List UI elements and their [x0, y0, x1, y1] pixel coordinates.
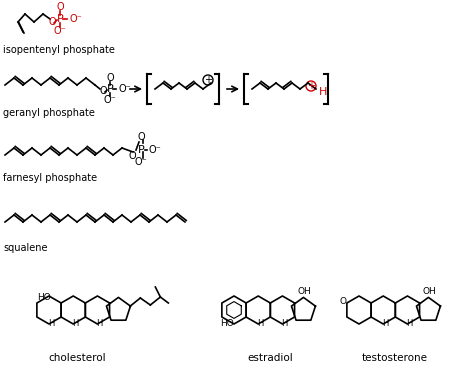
Text: H: H — [406, 319, 413, 328]
Text: O⁻: O⁻ — [54, 26, 66, 36]
Text: H: H — [281, 319, 288, 328]
Text: estradiol: estradiol — [247, 353, 293, 363]
Text: H: H — [96, 319, 103, 328]
Text: O⁻: O⁻ — [70, 14, 83, 24]
Text: O: O — [137, 132, 145, 142]
Text: geranyl phosphate: geranyl phosphate — [3, 108, 95, 118]
Text: +: + — [204, 75, 212, 85]
Text: O: O — [99, 86, 107, 96]
Text: O: O — [48, 17, 56, 27]
Text: O: O — [128, 151, 136, 161]
Text: H: H — [72, 319, 78, 328]
Text: P: P — [137, 145, 145, 155]
Text: HO: HO — [37, 292, 51, 301]
Text: O⁻: O⁻ — [135, 157, 147, 167]
Text: OH: OH — [298, 288, 311, 296]
Text: H: H — [257, 319, 264, 328]
Text: H: H — [48, 319, 54, 328]
Text: OH: OH — [422, 288, 436, 296]
Text: isopentenyl phosphate: isopentenyl phosphate — [3, 45, 115, 55]
Text: O⁻: O⁻ — [119, 84, 132, 94]
Text: P: P — [107, 84, 113, 94]
Text: P: P — [56, 14, 64, 24]
Text: +: + — [307, 81, 315, 91]
Text: farnesyl phosphate: farnesyl phosphate — [3, 173, 97, 183]
Text: H: H — [382, 319, 388, 328]
Text: O: O — [340, 297, 347, 307]
Text: O⁻: O⁻ — [149, 145, 162, 155]
Text: H: H — [319, 87, 327, 97]
Text: O: O — [56, 2, 64, 12]
Text: O⁻: O⁻ — [104, 95, 117, 105]
Text: squalene: squalene — [3, 243, 47, 253]
Text: HO: HO — [220, 319, 234, 328]
Text: O: O — [106, 73, 114, 83]
Text: testosterone: testosterone — [362, 353, 428, 363]
Text: cholesterol: cholesterol — [48, 353, 106, 363]
